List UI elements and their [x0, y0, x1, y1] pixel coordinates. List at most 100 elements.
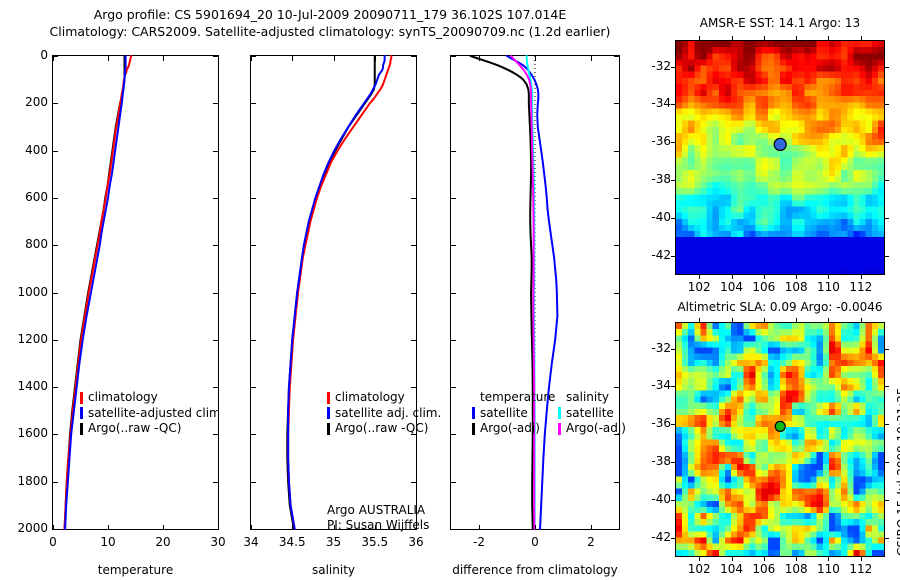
lat-tick--42: -42	[651, 530, 671, 545]
depth-tickmark	[251, 245, 256, 247]
legend-item-satellite-adj-clim[interactable]: satellite adj. clim.	[327, 406, 441, 422]
xtick-mark	[333, 525, 335, 530]
lon-tickmark	[796, 556, 798, 561]
depth-tick-1600: 1600	[17, 426, 48, 441]
sla-raster	[676, 323, 884, 556]
lon-tickmark	[763, 274, 765, 279]
legend-label-argo-raw: Argo(..raw -QC)	[88, 421, 182, 435]
lat-tickmark	[671, 256, 676, 258]
depth-tickmark	[411, 529, 416, 530]
depth-tickmark	[614, 529, 619, 530]
depth-tickmark	[251, 292, 256, 294]
depth-tickmark	[451, 150, 456, 152]
lon-tick-106: 106	[752, 562, 776, 576]
xtick-label-0: 0	[49, 535, 57, 549]
temperature-profile-panel	[52, 55, 219, 530]
xtick-mark	[591, 56, 592, 61]
lon-tick-102: 102	[687, 280, 711, 294]
depth-tickmark	[251, 434, 256, 436]
depth-tickmark	[451, 434, 456, 436]
depth-tickmark	[251, 481, 256, 483]
argo-position-marker[interactable]	[773, 137, 787, 152]
depth-tickmark	[213, 245, 218, 247]
depth-tickmark	[614, 150, 619, 152]
figure-title: Argo profile: CS 5901694_20 10-Jul-2009 …	[0, 6, 660, 40]
series-salinity-argo-adj-	[510, 55, 536, 530]
lon-tickmark	[828, 318, 830, 323]
sla-map[interactable]	[675, 322, 885, 557]
lat-tick--34: -34	[651, 96, 671, 111]
depth-tickmark	[451, 103, 456, 105]
legend-header-salinity: salinity	[566, 390, 610, 404]
legend-swatch-satellite-adjusted	[80, 407, 83, 420]
xtick-label-2: 2	[587, 535, 595, 549]
depth-tickmark	[251, 56, 256, 57]
xtick-mark	[479, 525, 480, 530]
depth-tickmark	[614, 292, 619, 294]
depth-tick-200: 200	[25, 95, 48, 110]
lon-tickmark	[699, 556, 701, 561]
depth-tickmark	[53, 56, 58, 57]
lon-tickmark	[828, 556, 830, 561]
legend-label-salinity-argo-adj: Argo(-adj)	[566, 421, 626, 435]
argo-position-marker[interactable]	[774, 420, 786, 433]
depth-tickmark	[213, 434, 218, 436]
legend-item-salinity-argo-adj[interactable]: Argo(-adj)	[558, 421, 626, 437]
lon-tickmark	[796, 318, 798, 323]
depth-tickmark	[251, 150, 256, 152]
legend-item-argo-raw[interactable]: Argo(..raw -QC)	[80, 421, 219, 437]
xtick-label-35: 35	[325, 535, 342, 549]
xtick-label-34: 34	[243, 535, 259, 549]
depth-tickmark	[411, 197, 416, 199]
lat-tickmark	[884, 424, 889, 426]
depth-tickmark	[53, 387, 58, 389]
xtick-mark	[163, 56, 164, 61]
legend-item-climatology[interactable]: climatology	[80, 390, 219, 406]
lat-tick--40: -40	[651, 492, 671, 507]
depth-tickmark	[411, 245, 416, 247]
depth-tickmark	[411, 387, 416, 389]
xtick-mark	[591, 525, 592, 530]
depth-tickmark	[251, 387, 256, 389]
depth-tickmark	[53, 292, 58, 294]
legend-item-satellite-adjusted[interactable]: satellite-adjusted climatology	[80, 406, 219, 422]
sst-map[interactable]	[675, 40, 885, 275]
lon-tickmark	[860, 274, 862, 279]
legend-item-climatology[interactable]: climatology	[327, 390, 441, 406]
lon-tickmark	[828, 274, 830, 279]
legend-item-temperature-argo-adj[interactable]: Argo(-adj)	[472, 421, 555, 437]
xtick-mark	[251, 525, 252, 530]
depth-tickmark	[451, 339, 456, 341]
lon-tick-112: 112	[849, 562, 873, 576]
lat-tickmark	[671, 462, 676, 464]
depth-tickmark	[411, 150, 416, 152]
legend-item-temperature-satellite[interactable]: satellite	[472, 406, 555, 422]
lat-tickmark	[884, 538, 889, 540]
legend-swatch-salinity-satellite	[558, 407, 561, 420]
depth-tickmark	[53, 529, 58, 530]
temperature-axis-label: temperature	[97, 563, 174, 577]
legend-swatch-argo-raw	[327, 422, 330, 435]
depth-tickmark	[213, 339, 218, 341]
series-argo-raw-qc-	[286, 55, 376, 530]
xtick-mark	[292, 56, 294, 61]
legend-item-argo-raw[interactable]: Argo(..raw -QC)	[327, 421, 441, 437]
xtick-mark	[53, 525, 54, 530]
lat-tick--38: -38	[651, 454, 671, 469]
lat-tickmark	[671, 142, 676, 144]
depth-tickmark	[213, 197, 218, 199]
lon-tick-112: 112	[849, 280, 873, 294]
temperature-legend-clip: climatology satellite-adjusted climatolo…	[80, 390, 219, 440]
lat-tickmark	[671, 66, 676, 68]
legend-swatch-temperature-argo-adj	[472, 422, 475, 435]
lat-tickmark	[884, 256, 889, 258]
depth-tick-1400: 1400	[17, 379, 48, 394]
xtick-mark	[108, 525, 109, 530]
lat-tickmark	[884, 500, 889, 502]
lat-tickmark	[671, 538, 676, 540]
lat-tickmark	[671, 424, 676, 426]
legend-item-salinity-satellite[interactable]: satellite	[558, 406, 626, 422]
lon-tickmark	[860, 36, 862, 41]
lat-tick--32: -32	[651, 58, 671, 73]
lon-tick-110: 110	[817, 562, 840, 576]
